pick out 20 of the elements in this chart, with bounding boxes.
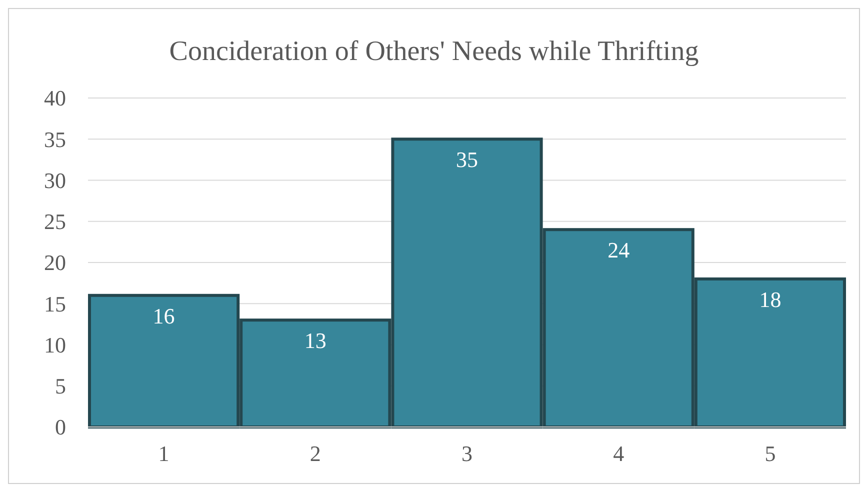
- y-tick-label: 20: [44, 250, 66, 276]
- data-label: 24: [608, 238, 630, 263]
- data-label: 35: [456, 147, 478, 172]
- y-tick-label: 5: [55, 374, 66, 399]
- data-label: 13: [304, 328, 326, 354]
- x-tick-label: 1: [158, 441, 170, 466]
- y-tick-label: 40: [44, 86, 66, 111]
- data-label: 16: [152, 303, 175, 328]
- x-tick-label: 4: [613, 441, 624, 466]
- data-label: 18: [759, 286, 782, 312]
- x-tick-label: 2: [310, 441, 321, 466]
- y-tick-label: 25: [44, 209, 66, 234]
- y-tick-label: 0: [55, 414, 66, 440]
- y-tick-label: 30: [44, 168, 66, 193]
- y-tick-label: 35: [44, 126, 66, 152]
- chart-title: Concideration of Others' Needs while Thrifting: [169, 36, 699, 67]
- y-tick-label: 10: [44, 332, 66, 358]
- x-tick-label: 5: [764, 441, 776, 466]
- x-tick-label: 3: [462, 441, 472, 466]
- y-tick-label: 15: [44, 291, 66, 316]
